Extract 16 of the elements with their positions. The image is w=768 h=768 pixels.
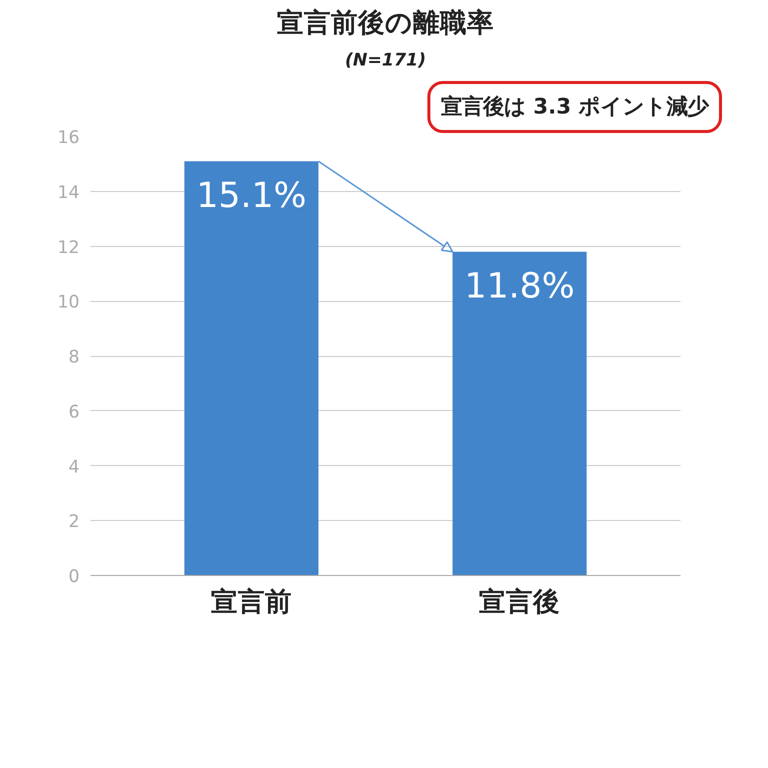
- data-label: 11.8%: [464, 266, 575, 307]
- y-tick-label: 6: [68, 402, 80, 422]
- x-tick-label: 宣言後: [479, 586, 560, 618]
- y-tick-label: 12: [57, 238, 80, 258]
- chart-title: 宣言前後の離職率: [277, 8, 494, 38]
- y-tick-label: 4: [68, 457, 80, 478]
- y-tick-label: 10: [57, 292, 80, 313]
- y-tick-label: 8: [68, 348, 80, 368]
- text: 宣言後は 3.3 ポイント減少: [440, 94, 710, 120]
- y-tick-label: 16: [57, 128, 80, 148]
- y-tick-label: 0: [68, 567, 80, 587]
- y-tick-label: 14: [57, 182, 80, 203]
- chart-subtitle: (N=171): [344, 50, 426, 70]
- data-label: 15.1%: [196, 176, 306, 216]
- x-tick-label: 宣言前: [210, 586, 292, 618]
- y-tick-label: 2: [68, 512, 80, 532]
